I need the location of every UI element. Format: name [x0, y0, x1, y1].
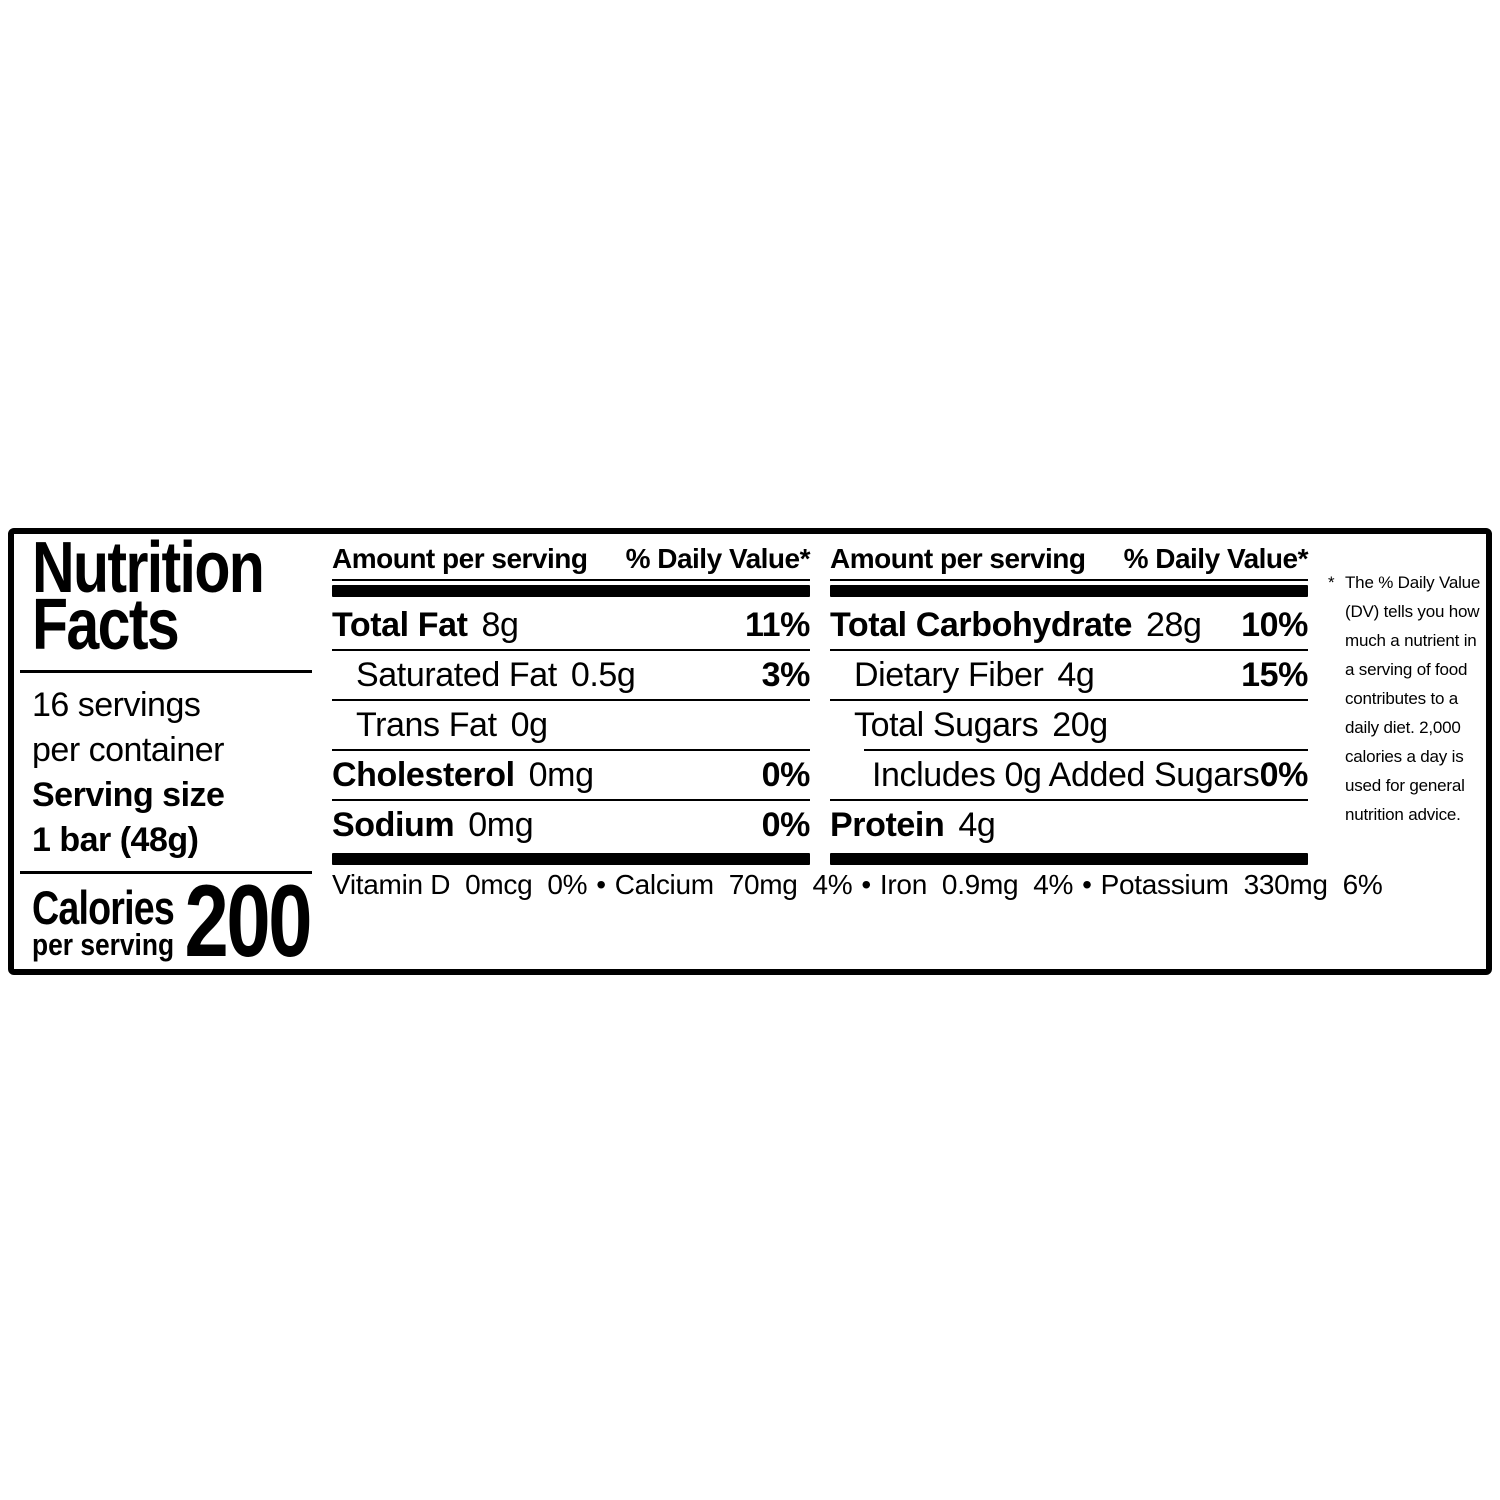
row-total-carbohydrate: Total Carbohydrate 28g 10% [830, 601, 1308, 649]
cholesterol-label: Cholesterol [332, 755, 515, 794]
dietary-fiber-dv: 15% [1241, 655, 1308, 694]
micronutrients-line: Vitamin D 0mcg 0% • Calcium 70mg 4% • Iron 0… [332, 868, 1383, 902]
row-total-sugars: Total Sugars 20g [830, 701, 1308, 749]
saturated-fat-dv: 3% [761, 655, 811, 694]
rule [332, 749, 810, 751]
protein-amount: 4g [958, 805, 996, 844]
serving-size-label: Serving size [32, 776, 225, 814]
total-carbohydrate-dv: 10% [1241, 605, 1308, 644]
dietary-fiber-amount: 4g [1057, 655, 1095, 694]
total-sugars-amount: 20g [1052, 705, 1108, 744]
column-left-header: Amount per serving % Daily Value* [332, 543, 811, 581]
footnote-text: The % Daily Value (DV) tells you how muc… [1345, 573, 1481, 824]
calcium-value: Calcium 70mg 4% [614, 869, 853, 900]
bullet-separator: • [1082, 869, 1092, 900]
row-sodium: Sodium 0mg 0% [332, 801, 810, 849]
row-added-sugars: Includes 0g Added Sugars 0% [830, 751, 1308, 799]
trans-fat-amount: 0g [510, 705, 548, 744]
protein-label: Protein [830, 805, 945, 844]
column-right-header: Amount per serving % Daily Value* [830, 543, 1309, 581]
total-carbohydrate-label: Total Carbohydrate [830, 605, 1132, 644]
left-panel: Nutrition Facts 16 servings per containe… [20, 528, 312, 978]
calories-per-serving-label: per serving [32, 927, 175, 962]
servings-count: 16 servings [32, 686, 201, 724]
thick-divider-bar [830, 585, 1308, 597]
left-panel-divider-2 [20, 871, 312, 874]
trans-fat-label: Trans Fat [356, 705, 497, 744]
rule [332, 799, 810, 801]
iron-value: Iron 0.9mg 4% [879, 869, 1074, 900]
bullet-separator: • [861, 869, 871, 900]
total-carbohydrate-amount: 28g [1146, 605, 1202, 644]
calories-label-block: Calories per serving [32, 881, 310, 962]
serving-size: Serving size 1 bar (48g) [20, 773, 312, 863]
row-protein: Protein 4g [830, 801, 1308, 849]
rule [332, 649, 810, 651]
amount-per-serving-heading: Amount per serving [830, 543, 1086, 574]
footnote-asterisk: * [1328, 573, 1335, 592]
servings-per-container: 16 servings per container [20, 683, 312, 773]
rule [830, 699, 1308, 701]
thick-divider-bar [332, 853, 810, 865]
total-sugars-label: Total Sugars [854, 705, 1039, 744]
row-total-fat: Total Fat 8g 11% [332, 601, 810, 649]
saturated-fat-label: Saturated Fat [356, 655, 557, 694]
calories-value: 200 [184, 864, 312, 978]
label-title-line1: Nutrition [32, 528, 265, 608]
daily-value-footnote: * The % Daily Value (DV) tells you how m… [1328, 568, 1486, 829]
added-sugars-dv: 0% [1259, 755, 1309, 794]
rule [830, 799, 1308, 801]
row-cholesterol: Cholesterol 0mg 0% [332, 751, 810, 799]
dietary-fiber-label: Dietary Fiber [854, 655, 1044, 694]
total-fat-dv: 11% [745, 605, 810, 644]
calories-section: Calories per serving 200 [32, 864, 312, 978]
label-title: Nutrition Facts [20, 528, 312, 665]
potassium-value: Potassium 330mg 6% [1100, 869, 1383, 900]
nutrient-column-right: Amount per serving % Daily Value* Total … [830, 543, 1309, 869]
row-trans-fat: Trans Fat 0g [332, 701, 810, 749]
thick-divider-bar [332, 585, 810, 597]
nutrition-facts-label: Nutrition Facts 16 servings per containe… [8, 528, 1492, 975]
sodium-amount: 0mg [468, 805, 534, 844]
servings-unit: per container [32, 731, 224, 769]
total-fat-label: Total Fat [332, 605, 468, 644]
nutrient-column-left: Amount per serving % Daily Value* Total … [332, 543, 811, 869]
row-dietary-fiber: Dietary Fiber 4g 15% [830, 651, 1308, 699]
saturated-fat-amount: 0.5g [570, 655, 636, 694]
cholesterol-dv: 0% [761, 755, 811, 794]
serving-size-value: 1 bar (48g) [32, 821, 199, 859]
calories-label: Calories [32, 881, 175, 934]
daily-value-heading: % Daily Value* [625, 543, 811, 574]
label-title-line2: Facts [32, 585, 180, 665]
amount-per-serving-heading: Amount per serving [332, 543, 588, 574]
sodium-label: Sodium [332, 805, 455, 844]
rule [830, 649, 1308, 651]
vitamin-d-value: Vitamin D 0mcg 0% [332, 869, 588, 900]
rule-indented [864, 749, 1308, 751]
rule [332, 699, 810, 701]
left-panel-divider-1 [20, 670, 312, 673]
total-fat-amount: 8g [481, 605, 519, 644]
row-saturated-fat: Saturated Fat 0.5g 3% [332, 651, 810, 699]
sodium-dv: 0% [761, 805, 811, 844]
bullet-separator: • [596, 869, 606, 900]
cholesterol-amount: 0mg [528, 755, 594, 794]
daily-value-heading: % Daily Value* [1123, 543, 1309, 574]
thick-divider-bar [830, 853, 1308, 865]
added-sugars-label: Includes 0g Added Sugars [872, 755, 1260, 794]
